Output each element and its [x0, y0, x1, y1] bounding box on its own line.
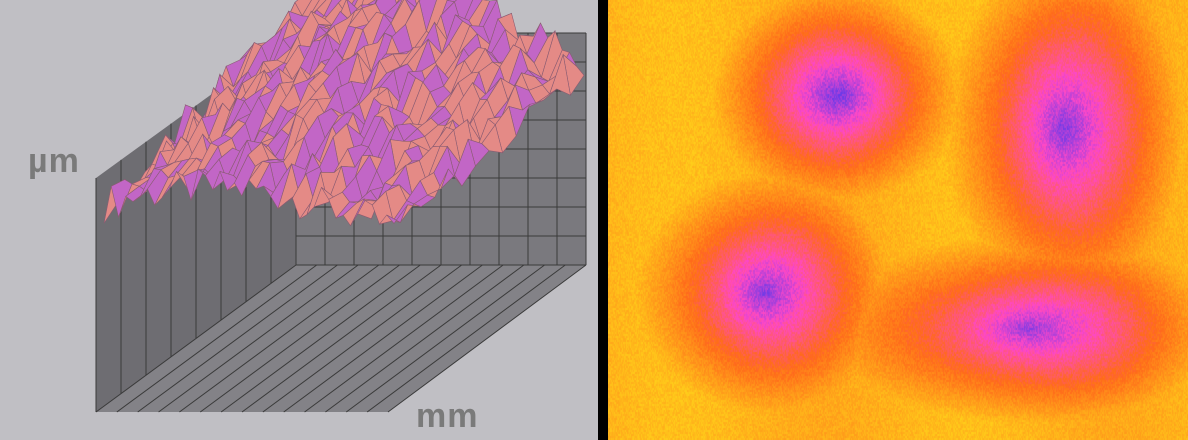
floor-grid-line — [304, 264, 504, 413]
panel-divider — [598, 0, 608, 440]
floor-grid-line — [241, 264, 442, 413]
floor-grid-line — [116, 264, 318, 413]
y-axis-unit-label: µm — [28, 142, 80, 180]
surface-3d-panel: µm mm — [0, 0, 598, 440]
floor-grid-line — [366, 264, 566, 413]
floor-grid-line — [325, 264, 525, 413]
surface-mesh — [103, 0, 585, 227]
height-map-panel — [608, 0, 1188, 440]
floor-grid-line — [345, 264, 545, 413]
floor-grid-line — [220, 264, 421, 413]
floor-grid-line — [95, 264, 297, 413]
floor-grid-line — [387, 264, 587, 413]
floor-grid-line — [179, 264, 380, 413]
floor-grid-line — [199, 264, 400, 413]
height-map-image — [608, 0, 1188, 440]
floor-grid-line — [158, 264, 359, 413]
x-axis-unit-label: mm — [416, 397, 479, 435]
surface-facet — [386, 204, 408, 224]
floor-grid-line — [262, 264, 463, 413]
floor-grid-line — [137, 264, 338, 413]
surface-3d-plot — [95, 0, 587, 413]
floor-grid-line — [283, 264, 483, 413]
